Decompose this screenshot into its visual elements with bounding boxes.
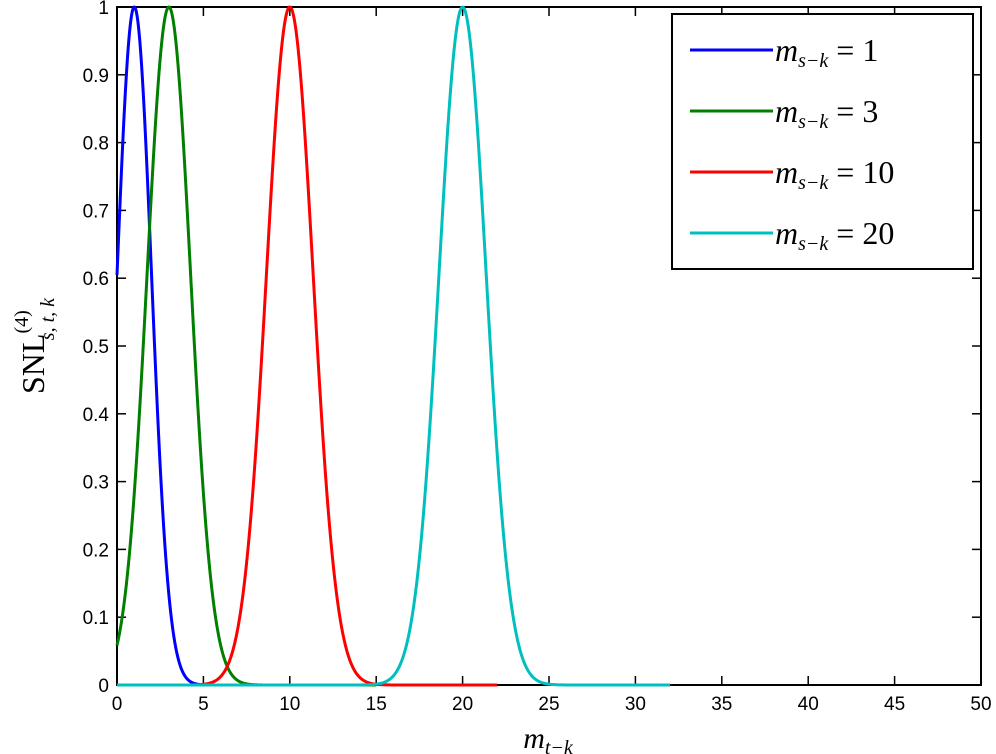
legend-entry-4: ms−k = 20 xyxy=(775,215,894,255)
y-tick-label: 0 xyxy=(98,676,109,697)
legend-box xyxy=(671,13,974,270)
x-tick-label: 0 xyxy=(112,694,123,715)
y-tick-label: 0.3 xyxy=(83,473,109,494)
series-line-4 xyxy=(116,5,671,687)
legend-entry-1: ms−k = 1 xyxy=(775,32,878,72)
series-lines xyxy=(115,5,671,687)
y-tick-label: 1 xyxy=(98,0,109,19)
x-axis-label: mt−k xyxy=(523,722,574,754)
x-tick-labels: 0 5 10 15 20 25 30 35 40 45 50 xyxy=(112,694,992,715)
x-tick-label: 20 xyxy=(452,694,473,715)
y-tick-label: 0.5 xyxy=(83,337,109,358)
x-tick-label: 40 xyxy=(798,694,819,715)
x-tick-label: 45 xyxy=(884,694,905,715)
legend-entry-3: ms−k = 10 xyxy=(775,154,894,194)
legend: ms−k = 1 ms−k = 3 ms−k = 10 ms−k = 20 xyxy=(671,13,974,270)
x-tick-label: 50 xyxy=(970,694,991,715)
y-axis-label: SNL(4) s, t, k xyxy=(11,297,59,394)
y-tick-label: 0.8 xyxy=(83,134,109,155)
y-tick-label: 0.1 xyxy=(83,608,109,629)
x-tick-label: 35 xyxy=(711,694,732,715)
x-tick-label: 30 xyxy=(625,694,646,715)
x-tick-label: 5 xyxy=(198,694,209,715)
y-tick-label: 0.7 xyxy=(83,201,109,222)
x-tick-label: 15 xyxy=(366,694,387,715)
y-tick-label: 0.4 xyxy=(83,405,110,426)
x-tick-label: 25 xyxy=(538,694,559,715)
svg-text:SNL(4)s, t, k: SNL(4) s, t, k xyxy=(11,297,59,394)
legend-entry-2: ms−k = 3 xyxy=(775,93,878,133)
y-tick-label: 0.2 xyxy=(83,540,109,561)
y-tick-label: 0.6 xyxy=(83,269,109,290)
plot-area xyxy=(115,5,982,687)
y-tick-labels: 0 0.1 0.2 0.3 0.4 0.5 0.6 0.7 0.8 0.9 1 xyxy=(83,0,110,697)
x-tick-label: 10 xyxy=(279,694,300,715)
y-tick-label: 0.9 xyxy=(83,66,109,87)
